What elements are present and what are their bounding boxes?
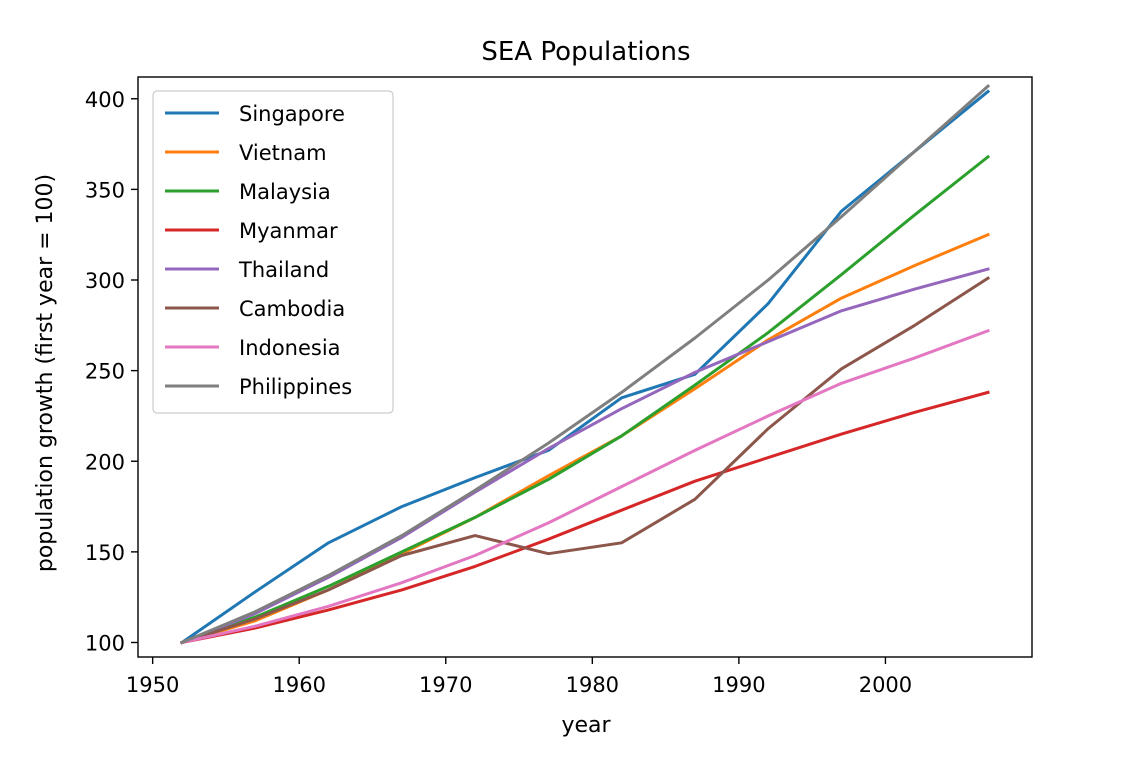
x-tick-label: 1960 [272,673,325,697]
legend-label-malaysia: Malaysia [239,180,331,204]
series-line-malaysia [180,154,991,645]
legend-box [152,90,394,414]
x-axis: 1950 1960 1970 1980 1990 2000 [126,657,912,697]
x-tick-label: 1970 [419,673,472,697]
y-tick-label: 100 [85,632,125,656]
y-tick-label: 350 [85,178,125,202]
series-layer [179,83,991,645]
plot-frame [137,76,1033,658]
y-axis-label: population growth (first year = 100) [33,174,58,572]
x-axis-label: year [561,713,611,738]
y-tick-label: 150 [85,541,125,565]
series-line-thailand [180,267,990,645]
y-tick-label: 300 [85,269,125,293]
series-line-myanmar [180,390,990,645]
y-tick-label: 400 [85,88,125,112]
x-tick-label: 2000 [859,673,912,697]
legend-label-vietnam: Vietnam [239,141,327,165]
y-tick-label: 200 [85,450,125,474]
legend-label-philippines: Philippines [239,375,352,399]
legend-label-indonesia: Indonesia [239,336,341,360]
legend-label-cambodia: Cambodia [239,297,345,321]
legend-label-singapore: Singapore [239,102,345,126]
legend-label-thailand: Thailand [238,258,329,282]
y-tick-label: 250 [85,360,125,384]
series-line-philippines [180,83,991,645]
chart-title: SEA Populations [481,37,690,67]
series-line-cambodia [180,276,991,645]
legend: Singapore Vietnam Malaysia Myanmar Thailand C… [152,90,394,414]
y-axis: 100 150 200 250 300 350 400 [85,88,138,656]
legend-label-myanmar: Myanmar [239,219,338,243]
x-tick-label: 1990 [712,673,765,697]
series-line-singapore [179,89,991,645]
x-tick-label: 1950 [126,673,179,697]
x-tick-label: 1980 [566,673,619,697]
series-line-indonesia [180,328,990,645]
